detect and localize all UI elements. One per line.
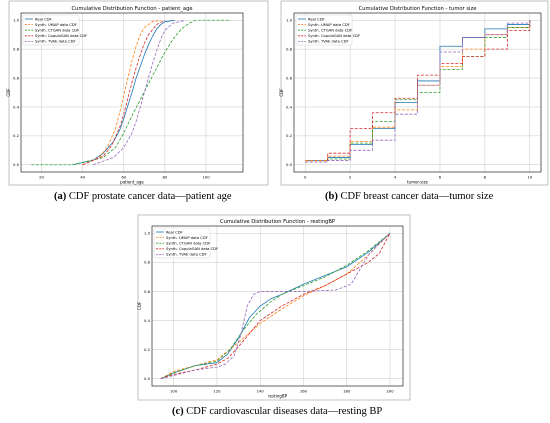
panel-frame bbox=[8, 0, 269, 186]
y-tick-label: 0.4 bbox=[144, 318, 151, 323]
legend-label-real: Real CDF bbox=[166, 230, 183, 234]
series-line-umap bbox=[160, 232, 391, 380]
legend-label-copulagan: Synth. CopulaGAN data CDF bbox=[166, 247, 218, 251]
series-line-copulagan bbox=[160, 233, 391, 380]
legend-label-umap: Synth. UMAP data CDF bbox=[166, 236, 208, 240]
legend-label-ctgan: Synth. CTGAN data CDF bbox=[166, 242, 210, 246]
x-tick-label: 6 bbox=[439, 175, 442, 180]
y-tick-label: 1.0 bbox=[286, 18, 293, 23]
y-tick-label: 0.6 bbox=[13, 75, 20, 80]
legend-label-umap: Synth. UMAP data CDF bbox=[308, 23, 350, 27]
caption-a: (a) CDF prostate cancer data—patient age bbox=[54, 191, 232, 202]
legend-label-real: Real CDF bbox=[35, 17, 52, 21]
caption-a-text: CDF prostate cancer data—patient age bbox=[68, 191, 232, 202]
x-tick-label: 8 bbox=[484, 175, 487, 180]
y-tick-label: 1.0 bbox=[13, 18, 20, 23]
y-tick-label: 0.4 bbox=[13, 104, 20, 109]
caption-b: (b) CDF breast cancer data—tumor size bbox=[325, 191, 493, 202]
legend-label-tvae: Synth. TVAE data CDF bbox=[35, 40, 76, 44]
y-tick-label: 0.0 bbox=[286, 162, 293, 167]
series-line-umap bbox=[82, 19, 161, 166]
legend-label-copulagan: Synth. CopulaGAN data CDF bbox=[35, 34, 87, 38]
y-tick-label: 0.2 bbox=[144, 347, 151, 352]
series-line-copulagan bbox=[305, 20, 531, 163]
legend-box bbox=[153, 227, 211, 259]
y-tick-label: 0.2 bbox=[286, 133, 293, 138]
x-tick-label: 200 bbox=[386, 389, 394, 394]
y-tick-label: 0.6 bbox=[144, 289, 151, 294]
y-tick-label: 0.2 bbox=[13, 133, 20, 138]
x-tick-label: 40 bbox=[80, 175, 85, 180]
chart-panel-1: 0 2 4 6 8 10 0.0 0.2 0.4 0.6 0.8 1.0 Cumulative Dist… bbox=[279, 0, 549, 186]
legend-box bbox=[295, 14, 353, 46]
x-tick-label: 2 bbox=[349, 175, 352, 180]
caption-b-letter: (b) bbox=[325, 191, 338, 202]
plot-area bbox=[151, 225, 404, 387]
x-tick-label: 100 bbox=[202, 175, 210, 180]
panel-frame bbox=[137, 214, 411, 401]
caption-a-letter: (a) bbox=[54, 191, 67, 202]
legend-label-ctgan: Synth. CTGAN data CDF bbox=[35, 29, 79, 33]
series-line-tvae bbox=[92, 19, 186, 166]
legend-label-ctgan: Synth. CTGAN data CDF bbox=[308, 29, 352, 33]
series-line-ctgan bbox=[305, 20, 531, 163]
y-tick-label: 1.0 bbox=[144, 231, 151, 236]
y-tick-label: 0.8 bbox=[13, 46, 20, 51]
legend-label-tvae: Synth. TVAE data CDF bbox=[308, 40, 349, 44]
legend-label-real: Real CDF bbox=[308, 17, 325, 21]
y-axis-label: CDF bbox=[6, 88, 11, 97]
series-line-real bbox=[160, 232, 391, 380]
x-axis-label: patient_age bbox=[120, 180, 144, 185]
caption-b-text: CDF breast cancer data—tumor size bbox=[340, 191, 494, 202]
x-tick-label: 160 bbox=[300, 389, 308, 394]
x-tick-label: 10 bbox=[527, 175, 532, 180]
chart-title: Cumulative Distribution Function - tumor… bbox=[359, 6, 477, 12]
chart-title: Cumulative Distribution Function - resti… bbox=[220, 219, 335, 225]
caption-c-letter: (c) bbox=[172, 406, 184, 417]
x-tick-label: 100 bbox=[170, 389, 178, 394]
x-tick-label: 80 bbox=[162, 175, 167, 180]
y-tick-label: 0.0 bbox=[144, 376, 151, 381]
x-tick-label: 140 bbox=[257, 389, 265, 394]
x-tick-label: 0 bbox=[304, 175, 307, 180]
caption-c-text: CDF cardiovascular diseases data—resting… bbox=[186, 406, 383, 417]
plot-area bbox=[20, 12, 244, 173]
y-tick-label: 0.8 bbox=[144, 260, 151, 265]
chart-panel-0: 20 40 60 80 100 0.0 0.2 0.4 0.6 0.8 1.0 Cumulative … bbox=[6, 0, 269, 186]
caption-c: (c) CDF cardiovascular diseases data—res… bbox=[172, 406, 382, 417]
series-line-umap bbox=[305, 20, 531, 161]
chart-panel-2: 100 120 140 160 180 200 0.0 0.2 0.4 0.6 0.8 1.0 Cumu… bbox=[137, 214, 411, 401]
x-tick-label: 60 bbox=[121, 175, 126, 180]
x-axis-label: tumor-size bbox=[407, 180, 429, 185]
y-tick-label: 0.4 bbox=[286, 104, 293, 109]
series-line-copulagan bbox=[82, 19, 166, 166]
y-tick-label: 0.8 bbox=[286, 46, 293, 51]
x-tick-label: 120 bbox=[213, 389, 221, 394]
y-axis-label: CDF bbox=[279, 88, 284, 97]
y-tick-label: 0.6 bbox=[286, 75, 293, 80]
legend-box bbox=[22, 14, 80, 46]
x-tick-label: 20 bbox=[39, 175, 44, 180]
series-line-real bbox=[72, 19, 176, 166]
legend-label-copulagan: Synth. CopulaGAN data CDF bbox=[308, 34, 360, 38]
legend-label-umap: Synth. UMAP data CDF bbox=[35, 23, 77, 27]
x-tick-label: 180 bbox=[343, 389, 351, 394]
chart-title: Cumulative Distribution Function - patie… bbox=[71, 6, 192, 12]
y-axis-label: CDF bbox=[137, 301, 142, 310]
series-line-tvae bbox=[305, 20, 531, 163]
series-line-real bbox=[305, 20, 531, 161]
plot-area bbox=[293, 12, 542, 173]
y-tick-label: 0.0 bbox=[13, 162, 20, 167]
legend-label-tvae: Synth. TVAE data CDF bbox=[166, 253, 207, 257]
series-line-ctgan bbox=[160, 232, 391, 380]
x-axis-label: restingBP bbox=[268, 394, 288, 399]
series-line-ctgan bbox=[31, 19, 231, 166]
x-tick-label: 4 bbox=[394, 175, 397, 180]
series-line-tvae bbox=[160, 232, 391, 380]
panel-frame bbox=[280, 0, 549, 186]
